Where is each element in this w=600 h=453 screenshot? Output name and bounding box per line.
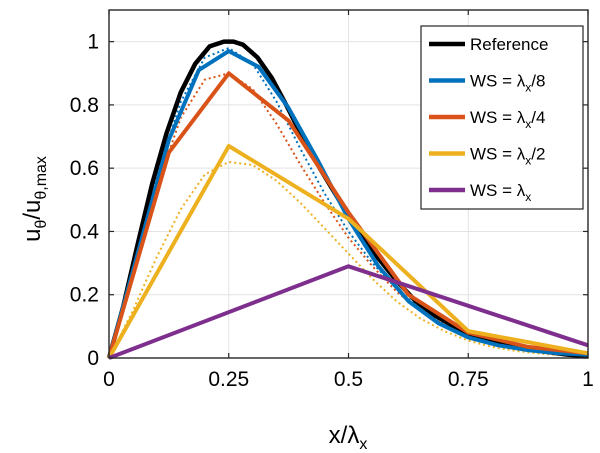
legend-label: Reference xyxy=(470,35,548,54)
series-line xyxy=(107,144,589,359)
y-tick-label: 0.2 xyxy=(70,284,99,307)
series-layer xyxy=(106,39,589,360)
legend-label: WS = λx/2 xyxy=(470,145,545,168)
series-dotted-line xyxy=(108,160,589,359)
y-tick-label: 0.6 xyxy=(70,157,99,180)
tick-labels: 0 0.25 0.5 0.75 1 0 0.2 0.4 0.6 0.8 1 xyxy=(70,31,594,391)
series-line xyxy=(107,49,589,359)
x-axis-label: x/λx xyxy=(329,422,368,453)
y-axis-label: uθ/uθ,max xyxy=(19,156,50,242)
legend: Reference WS = λx/8 WS = λx/4 WS = λx/2 WS =… xyxy=(420,25,584,210)
series-line xyxy=(108,264,589,360)
x-tick-label: 0.5 xyxy=(334,368,363,391)
series-line xyxy=(107,71,589,359)
ticks xyxy=(108,10,589,359)
y-tick-label: 0.4 xyxy=(70,220,100,243)
y-tick-label: 1 xyxy=(87,31,99,54)
x-tick-label: 0 xyxy=(103,368,115,391)
legend-label: WS = λx xyxy=(470,181,531,204)
x-tick-label: 0.75 xyxy=(448,368,489,391)
series-dotted-line xyxy=(108,72,589,359)
y-tick-label: 0 xyxy=(87,347,99,370)
legend-label: WS = λx/8 xyxy=(470,72,545,95)
legend-label: WS = λx/4 xyxy=(470,108,545,131)
x-tick-label: 1 xyxy=(582,368,594,391)
x-tick-label: 0.25 xyxy=(208,368,249,391)
y-tick-label: 0.8 xyxy=(70,94,99,117)
